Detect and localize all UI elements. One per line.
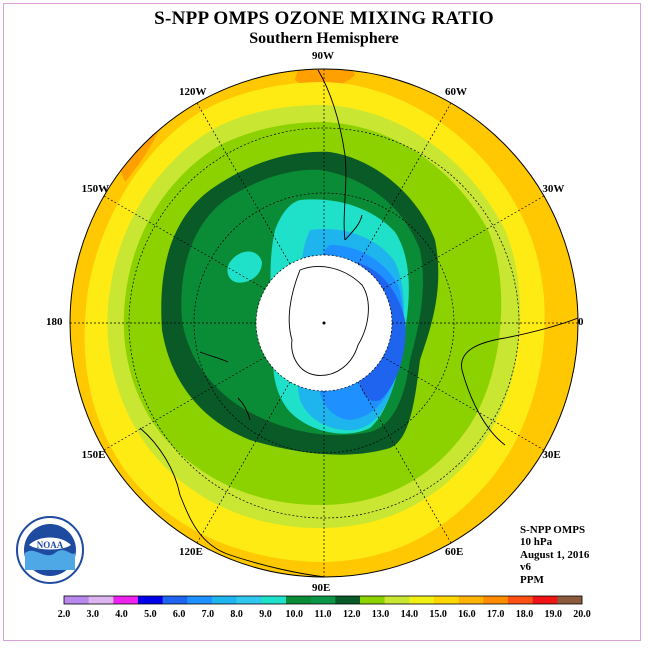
lon-label-8: 150E: [81, 449, 106, 461]
africa-coast: [461, 317, 578, 446]
colorbar-tick-label: 13.0: [372, 609, 390, 620]
info-instrument: S-NPP OMPS: [520, 524, 586, 536]
colorbar-swatch-10: [310, 596, 336, 604]
colorbar-swatch-19: [532, 596, 558, 604]
lon-label-9: 180: [46, 316, 63, 328]
colorbar-swatch-0: [64, 596, 89, 604]
antarctica-coast: [288, 266, 369, 376]
colorbar-swatch-2: [113, 596, 139, 604]
lon-label-1: 60W: [445, 85, 467, 98]
colorbar-tick-label: 15.0: [429, 609, 447, 620]
lon-label-2: 30W: [542, 183, 565, 195]
colorbar-frame: [63, 595, 583, 605]
noaa-logo-text: NOAA: [37, 540, 64, 550]
meridian-1: [357, 102, 452, 265]
lon-label-4: 30E: [542, 449, 561, 461]
colorbar-swatch-15: [434, 596, 459, 604]
meridian-2: [382, 195, 545, 290]
lon-label-0: 90W: [312, 50, 334, 62]
colorbar-tick-label: 5.0: [144, 609, 157, 620]
colorbar-tick-label: 9.0: [259, 609, 272, 620]
meridian-11: [196, 102, 291, 265]
south-america-coast: [317, 69, 363, 241]
info-date: August 1, 2016: [520, 548, 590, 561]
lon-label-7: 120E: [179, 546, 203, 559]
colorbar-swatch-12: [360, 596, 385, 604]
colorbar-tick-label: 10.0: [285, 609, 303, 620]
meridian-7: [196, 381, 291, 544]
colorbar-tick-label: 12.0: [343, 609, 361, 620]
colorbar-tick-label: 2.0: [58, 609, 71, 620]
colorbar-swatch-9: [286, 596, 311, 604]
australia-coast: [139, 427, 336, 577]
colorbar-swatch-14: [409, 596, 435, 604]
colorbar-tick-label: 17.0: [487, 609, 505, 620]
south-pole-marker: [322, 321, 326, 325]
colorbar-tick-label: 14.0: [401, 609, 419, 620]
colorbar-tick-label: 20.0: [573, 609, 591, 620]
meridian-lines: [70, 69, 578, 577]
colorbar-swatch-3: [138, 596, 163, 604]
colorbar-swatch-16: [458, 596, 484, 604]
meridian-4: [382, 356, 545, 451]
colorbar-swatch-18: [508, 596, 533, 604]
colorbar-swatch-17: [483, 596, 509, 604]
colorbar-tick-label: 4.0: [115, 609, 128, 620]
colorbar: 2.0 3.0 4.0 5.0 6.0 7.0 8.0 9.0 10.0 11.0 12.0 13.0…: [58, 595, 591, 620]
colorbar-tick-label: 16.0: [458, 609, 476, 620]
band-17-patch-left: [120, 127, 160, 182]
lon-label-11: 120W: [179, 85, 207, 98]
colorbar-tick-label: 19.0: [544, 609, 562, 620]
colorbar-swatch-5: [187, 596, 213, 604]
meridian-5: [357, 381, 452, 544]
colorbar-tick-label: 7.0: [202, 609, 215, 620]
colorbar-swatch-8: [261, 596, 287, 604]
map-title: S-NPP OMPS OZONE MIXING RATIO: [154, 8, 494, 29]
colorbar-tick-label: 6.0: [173, 609, 186, 620]
lon-label-5: 60E: [445, 546, 464, 559]
figure-frame: [3, 3, 641, 641]
lon-label-3: 0: [578, 316, 584, 328]
map-subtitle: Southern Hemisphere: [249, 30, 399, 47]
colorbar-swatch-7: [236, 596, 262, 604]
new-zealand-coast: [199, 351, 251, 421]
info-block: S-NPP OMPS 10 hPa August 1, 2016 v6 PPM: [520, 524, 589, 586]
info-units: PPM: [520, 573, 544, 586]
lon-label-10: 150W: [81, 183, 110, 195]
info-version: v6: [520, 561, 531, 574]
colorbar-swatch-20: [557, 596, 583, 604]
colorbar-swatch-13: [384, 596, 410, 604]
colorbar-tick-label: 18.0: [516, 609, 534, 620]
colorbar-swatch-6: [212, 596, 237, 604]
colorbar-tick-label: 11.0: [315, 609, 332, 620]
meridian-8: [103, 356, 266, 451]
colorbar-swatch-11: [335, 596, 361, 604]
meridian-10: [103, 195, 266, 290]
colorbar-swatch-4: [162, 596, 188, 604]
colorbar-swatch-1: [88, 596, 114, 604]
info-level: 10 hPa: [520, 536, 553, 549]
colorbar-tick-label: 8.0: [230, 609, 243, 620]
lon-label-6: 90E: [312, 582, 331, 594]
noaa-logo: NOAA: [16, 516, 84, 584]
band-17-patch: [295, 69, 355, 88]
band-10-blob: [227, 251, 262, 283]
colorbar-tick-label: 3.0: [87, 609, 100, 620]
